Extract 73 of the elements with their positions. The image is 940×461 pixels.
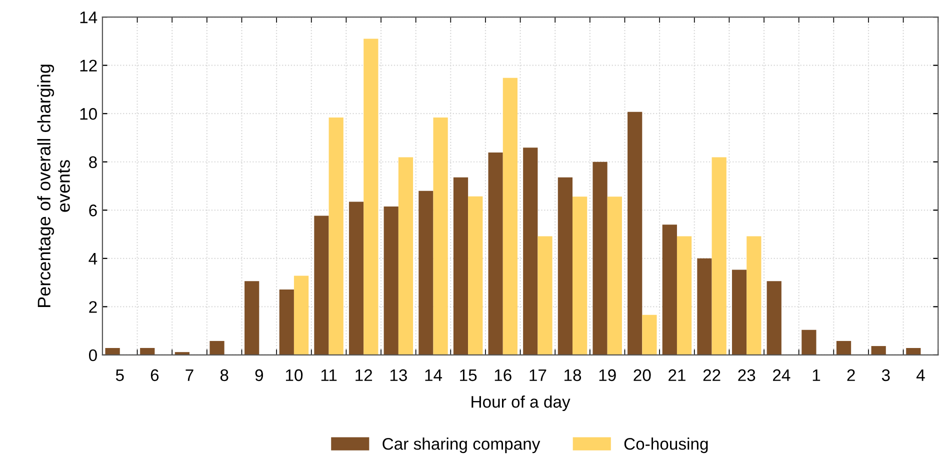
- bar: [676, 236, 692, 355]
- x-tick-label: 22: [703, 369, 720, 381]
- bar: [364, 38, 378, 355]
- x-tick-label: 15: [460, 369, 477, 382]
- x-tick-label: 9: [255, 369, 263, 382]
- x-tick-label: 16: [494, 369, 512, 382]
- x-tick-label: 14: [425, 369, 442, 381]
- bar: [802, 330, 816, 355]
- x-tick-label: 10: [286, 369, 303, 382]
- x-tick-label: 24: [773, 369, 790, 381]
- bar: [732, 270, 747, 355]
- bar: [433, 117, 448, 355]
- bar: [836, 340, 852, 355]
- x-tick-label: 3: [882, 369, 890, 382]
- x-tick-label: 23: [738, 369, 756, 382]
- y-axis-title: Percentage of overall charging events: [37, 64, 70, 307]
- legend-label: Co-housing: [624, 438, 708, 454]
- bar: [105, 348, 120, 355]
- y-tick-label: 10: [80, 108, 97, 120]
- x-tick-label: 8: [220, 369, 228, 382]
- bar: [294, 276, 309, 355]
- bar: [662, 224, 677, 355]
- bar: [906, 348, 921, 355]
- x-tick-label: 7: [186, 369, 194, 381]
- bar: [746, 236, 762, 355]
- x-tick-label: 20: [634, 369, 651, 382]
- legend-label: Car sharing company: [382, 438, 540, 454]
- y-tick-label: 2: [89, 301, 97, 313]
- bar: [607, 196, 622, 355]
- bar: [572, 196, 588, 355]
- bar: [502, 78, 518, 355]
- y-tick-label: 0: [88, 349, 97, 362]
- x-tick-label: 12: [356, 369, 372, 381]
- x-tick-label: 21: [668, 369, 686, 381]
- x-tick-label: 4: [916, 369, 925, 381]
- bar: [468, 196, 483, 355]
- bar: [558, 177, 573, 355]
- y-tick-label: 14: [80, 12, 98, 24]
- y-tick-label: 8: [89, 156, 97, 168]
- bar: [418, 190, 434, 355]
- bar: [697, 258, 712, 355]
- x-tick-label: 19: [599, 369, 616, 382]
- bar: [523, 148, 538, 355]
- y-tick-label: 4: [88, 252, 98, 264]
- bar: [712, 157, 726, 355]
- bar: [140, 348, 155, 355]
- x-tick-label: 11: [321, 369, 337, 381]
- y-tick-label: 6: [89, 204, 97, 216]
- bar: [488, 152, 503, 355]
- x-tick-label: 13: [390, 369, 407, 382]
- bar: [871, 346, 886, 355]
- bar: [314, 216, 329, 355]
- bar: [398, 157, 414, 355]
- x-tick-label: 5: [116, 369, 124, 382]
- bar: [628, 112, 642, 355]
- bar: [210, 340, 224, 355]
- bar: [538, 236, 552, 355]
- bar: [279, 290, 294, 355]
- bar: [328, 117, 344, 355]
- x-tick-label: 6: [150, 369, 159, 382]
- bar: [244, 281, 260, 355]
- bar: [592, 162, 608, 355]
- x-axis-title: Hour of a day: [472, 396, 570, 412]
- bar: [384, 206, 398, 355]
- y-tick-label: 12: [80, 60, 97, 72]
- bar: [766, 281, 782, 355]
- x-tick-label: 18: [564, 369, 582, 382]
- x-tick-label: 1: [812, 369, 820, 381]
- x-tick-label: 2: [847, 369, 855, 381]
- bar: [642, 314, 657, 355]
- bar: [453, 177, 468, 355]
- bar: [348, 202, 364, 355]
- x-tick-label: 17: [530, 369, 546, 381]
